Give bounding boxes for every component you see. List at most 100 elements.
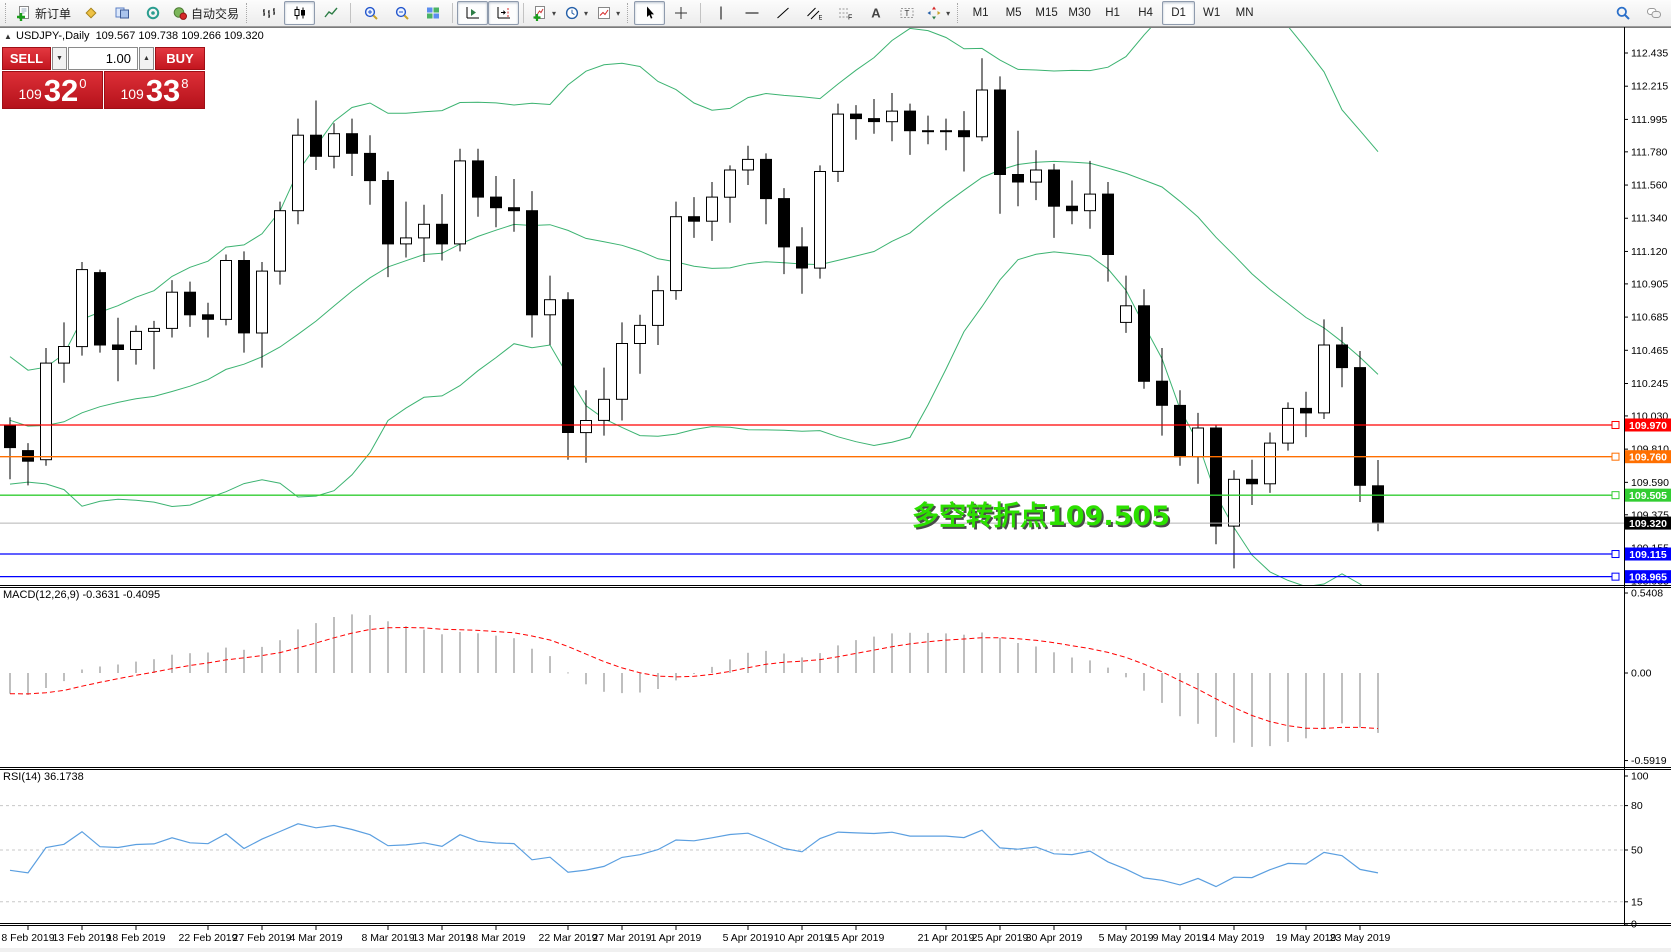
time-axis-label: 10 Apr 2019 xyxy=(774,932,831,944)
horizontal-line-button[interactable] xyxy=(736,1,767,25)
price-axis[interactable]: 112.435 112.215 111.995 111.780 111.560 111.3… xyxy=(1624,48,1671,931)
chart-shift-button[interactable] xyxy=(488,1,520,25)
channel-icon: E xyxy=(806,5,822,21)
charts-button[interactable] xyxy=(106,1,137,25)
bull-candle xyxy=(1282,407,1294,444)
tile-windows-icon xyxy=(425,5,441,21)
macd-histogram-bar xyxy=(675,673,677,681)
timeframe-h1-button[interactable]: H1 xyxy=(1096,1,1129,25)
timeframe-m1-button[interactable]: M1 xyxy=(964,1,997,25)
chat-icon xyxy=(1646,5,1662,21)
macd-histogram-bar xyxy=(567,672,569,674)
hline-handle[interactable] xyxy=(1611,452,1620,461)
time-axis-label: 13 Feb 2019 xyxy=(53,932,112,944)
dropdown-caret-icon[interactable]: ▾ xyxy=(946,8,951,18)
autotrading-button[interactable]: 自动交易 xyxy=(168,1,243,25)
vertical-line-button[interactable] xyxy=(705,1,736,25)
crosshair-button[interactable] xyxy=(665,1,696,25)
new-order-button[interactable]: 新订单 xyxy=(12,1,75,25)
toolbar-button-label: M5 xyxy=(1005,7,1022,19)
macd-histogram-bar xyxy=(1251,673,1253,747)
fibonacci-button[interactable]: F xyxy=(829,1,860,25)
bull-candle xyxy=(616,343,628,400)
trendline-icon xyxy=(775,5,791,21)
timeframe-m30-button[interactable]: M30 xyxy=(1063,1,1096,25)
volume-increase-button[interactable]: ▲ xyxy=(139,47,154,70)
bar-chart-button[interactable] xyxy=(253,1,284,25)
candles xyxy=(4,58,1384,569)
timeframe-mn-button[interactable]: MN xyxy=(1228,1,1261,25)
equidistant-channel-button[interactable]: E xyxy=(798,1,829,25)
macd-histogram-bar xyxy=(1323,673,1325,730)
hline-handle[interactable] xyxy=(1611,491,1620,500)
macd-histogram-bar xyxy=(891,633,893,673)
hline-handle[interactable] xyxy=(1611,550,1620,559)
text-button[interactable]: A xyxy=(860,1,891,25)
buy-button[interactable]: BUY xyxy=(155,47,205,70)
doc-plus-icon xyxy=(532,5,548,21)
sell-button[interactable]: SELL xyxy=(2,47,51,70)
search-icon xyxy=(1615,5,1631,21)
dropdown-caret-icon[interactable]: ▾ xyxy=(552,8,557,18)
bear-candle xyxy=(1138,305,1150,382)
price-axis-label: 112.435 xyxy=(1631,48,1668,60)
templates-menu-button[interactable]: ▾ xyxy=(592,1,624,25)
main-toolbar: 新订单 自动交易 ▾ ▾ ▾ E F A T ▾ M1 M5 M15 M30 H1 H4 D1 W1 MN xyxy=(0,0,1671,27)
macd-axis-label: -0.5919 xyxy=(1631,755,1667,767)
volume-input[interactable]: 1.00 xyxy=(68,47,138,70)
bear-candle xyxy=(1372,485,1384,524)
zoom-out-button[interactable] xyxy=(386,1,417,25)
toolbar-grip xyxy=(5,3,9,23)
timeframe-h4-button[interactable]: H4 xyxy=(1129,1,1162,25)
bear-candle xyxy=(1300,407,1312,414)
dropdown-caret-icon[interactable]: ▾ xyxy=(616,8,621,18)
time-axis-label: 1 Apr 2019 xyxy=(651,932,702,944)
sell-price-display[interactable]: 109 32 0 xyxy=(2,71,103,109)
bear-candle xyxy=(310,134,322,157)
trend-annotation-text[interactable]: 多空转折点109.505 xyxy=(912,500,1170,532)
macd-histogram-bar xyxy=(999,637,1001,673)
arrows-button[interactable]: ▾ xyxy=(922,1,954,25)
rsi-axis-label: 100 xyxy=(1631,771,1649,783)
hline-handle[interactable] xyxy=(1611,420,1620,429)
indicator-list-button[interactable] xyxy=(75,1,106,25)
bear-candle xyxy=(1336,344,1348,369)
crosshair-icon xyxy=(673,5,689,21)
text-label-button[interactable]: T xyxy=(891,1,922,25)
bull-candle xyxy=(580,420,592,434)
time-axis-label: 27 Feb 2019 xyxy=(233,932,292,944)
timeframe-m15-button[interactable]: M15 xyxy=(1030,1,1063,25)
auto-scroll-button[interactable] xyxy=(457,1,489,25)
macd-histogram-bar xyxy=(135,661,137,673)
one-click-collapse-toggle[interactable]: ▲ xyxy=(4,32,12,41)
hline-price-label-box xyxy=(1625,450,1671,464)
periods-menu-button[interactable]: ▾ xyxy=(560,1,592,25)
volume-decrease-button[interactable]: ▼ xyxy=(52,47,67,70)
candlestick-chart-button[interactable] xyxy=(284,1,316,25)
indicators-menu-button[interactable]: ▾ xyxy=(528,1,560,25)
bear-candle xyxy=(508,207,520,212)
community-chat-button[interactable] xyxy=(1638,1,1669,25)
bollinger-middle-band xyxy=(9,160,1379,427)
hline-handle[interactable] xyxy=(1611,572,1620,581)
buy-price-display[interactable]: 109 33 8 xyxy=(104,71,205,109)
signals-button[interactable] xyxy=(137,1,168,25)
cursor-button[interactable] xyxy=(634,1,666,25)
tile-windows-button[interactable] xyxy=(417,1,448,25)
search-button[interactable] xyxy=(1607,1,1638,25)
timeframe-w1-button[interactable]: W1 xyxy=(1195,1,1228,25)
trendline-button[interactable] xyxy=(767,1,798,25)
timeframe-m5-button[interactable]: M5 xyxy=(997,1,1030,25)
macd-histogram-bar xyxy=(855,640,857,673)
dropdown-caret-icon[interactable]: ▾ xyxy=(584,8,589,18)
zoom-in-button[interactable] xyxy=(355,1,386,25)
toolbar-button-label: D1 xyxy=(1171,7,1186,19)
timeframe-d1-button[interactable]: D1 xyxy=(1162,1,1196,25)
macd-histogram-bar xyxy=(531,648,533,673)
line-chart-button[interactable] xyxy=(315,1,346,25)
toolbar-button-label: M15 xyxy=(1035,7,1058,19)
macd-histogram-bar xyxy=(963,634,965,673)
